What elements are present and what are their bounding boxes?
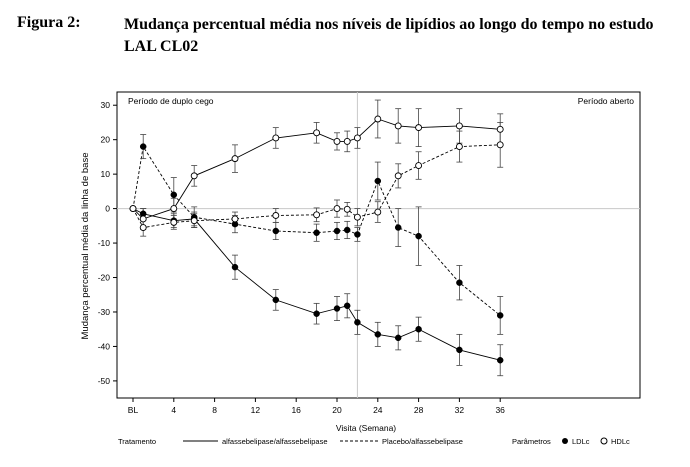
- data-point-hdl: [170, 218, 178, 226]
- legend: Tratamento alfassebelipase/alfassebelipa…: [118, 437, 630, 446]
- data-point-hdl: [231, 155, 239, 163]
- data-point-ldl: [374, 331, 382, 338]
- y-tick-label: -30: [98, 307, 111, 317]
- x-axis-label: Visita (Semana): [336, 423, 396, 433]
- data-point-hdl: [190, 217, 198, 225]
- data-point-ldl: [496, 312, 504, 319]
- data-point-hdl: [170, 205, 178, 213]
- plot-layer: 30 20 10 0 -10 -20 -30 -40 -50 BL 4 8 12 16 20 24 28 32 36: [98, 91, 641, 415]
- data-point-ldl: [415, 232, 422, 240]
- data-point-ldl: [354, 231, 361, 238]
- annotation-double-blind: Período de duplo cego: [128, 96, 214, 106]
- data-point-hdl: [455, 122, 463, 130]
- y-tick-label: -50: [98, 376, 111, 386]
- legend-ldl-label: LDLc: [572, 437, 590, 446]
- legend-params-title: Parâmetros: [512, 437, 551, 446]
- figure-title: Mudança percentual média nos níveis de l…: [124, 16, 654, 55]
- legend-dashed-label: Placebo/alfassebelipase: [382, 437, 463, 446]
- data-point-ldl: [272, 296, 280, 304]
- data-point-ldl: [313, 310, 320, 317]
- series-line-2: [132, 145, 501, 316]
- data-point-hdl: [374, 115, 382, 123]
- data-point-ldl: [231, 263, 239, 271]
- y-tick-label: 10: [101, 169, 111, 179]
- y-tick-label: 20: [101, 135, 111, 145]
- data-point-hdl: [353, 134, 361, 142]
- figure-label: Figura 2:: [17, 14, 81, 31]
- legend-ldl-marker: [562, 438, 568, 444]
- x-tick-label: BL: [128, 405, 139, 415]
- data-point-ldl: [139, 143, 147, 150]
- data-point-hdl: [353, 213, 361, 221]
- data-point-ldl: [456, 279, 463, 286]
- data-point-hdl: [139, 224, 147, 232]
- data-point-hdl: [313, 129, 321, 137]
- data-point-ldl: [394, 224, 402, 231]
- data-point-hdl: [272, 134, 280, 142]
- data-point-ldl: [343, 226, 351, 234]
- data-point-hdl: [313, 211, 321, 219]
- data-point-ldl: [170, 191, 178, 199]
- data-point-ldl: [343, 302, 351, 310]
- x-tick-label: 24: [373, 405, 383, 415]
- data-point-ldl: [374, 177, 382, 185]
- data-point-ldl: [354, 319, 361, 326]
- data-point-ldl: [394, 334, 402, 342]
- annotation-open-label: Período aberto: [578, 96, 635, 106]
- x-tick-label: 4: [171, 405, 176, 415]
- data-point-hdl: [455, 143, 463, 151]
- data-point-ldl: [496, 356, 504, 364]
- data-point-hdl: [333, 137, 341, 145]
- y-tick-label: 30: [101, 100, 111, 110]
- plot-frame: [116, 91, 641, 399]
- x-tick-label: 16: [291, 405, 301, 415]
- legend-solid-label: alfassebelipase/alfassebelipase: [222, 437, 328, 446]
- data-point-hdl: [272, 212, 280, 219]
- data-point-hdl: [333, 205, 341, 213]
- data-point-ldl: [333, 305, 341, 312]
- data-point-hdl: [394, 172, 402, 180]
- data-point-hdl: [496, 125, 504, 133]
- data-point-hdl: [496, 141, 504, 149]
- data-point-hdl: [190, 172, 198, 180]
- y-axis-label: Mudança percentual média da linha de bas…: [80, 153, 91, 340]
- y-tick-label: -40: [98, 341, 111, 351]
- data-point-ldl: [333, 227, 341, 235]
- data-point-hdl: [374, 208, 382, 216]
- x-tick-label: 28: [414, 405, 424, 415]
- y-tick-label: -20: [98, 273, 111, 283]
- x-tick-label: 12: [251, 405, 261, 415]
- y-tick-label: -10: [98, 238, 111, 248]
- data-point-hdl: [415, 162, 423, 169]
- x-tick-label: 8: [212, 405, 217, 415]
- data-point-hdl: [415, 124, 423, 132]
- x-tick-label: 20: [332, 405, 342, 415]
- x-tick-label: 32: [455, 405, 465, 415]
- data-point-hdl: [139, 215, 147, 223]
- data-point-hdl: [394, 122, 402, 130]
- legend-treatment-title: Tratamento: [118, 437, 156, 446]
- data-point-ldl: [272, 227, 280, 235]
- data-point-hdl: [231, 215, 239, 223]
- legend-hdl-label: HDLc: [611, 437, 630, 446]
- data-point-hdl: [343, 205, 351, 213]
- x-tick-label: 36: [495, 405, 505, 415]
- data-point-ldl: [456, 346, 463, 354]
- data-point-hdl: [129, 205, 137, 213]
- y-tick-label: 0: [105, 204, 110, 214]
- data-point-ldl: [415, 325, 422, 333]
- data-point-ldl: [313, 229, 320, 236]
- data-point-hdl: [343, 137, 351, 145]
- legend-hdl-marker: [600, 437, 608, 445]
